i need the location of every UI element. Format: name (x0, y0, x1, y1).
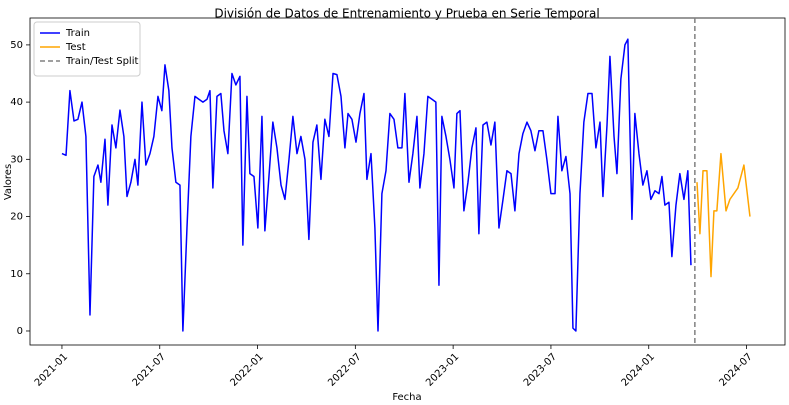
x-tick-label: 2021-01 (33, 351, 70, 388)
legend-label: Test (65, 42, 86, 53)
legend-label: Train (65, 28, 90, 39)
x-tick-label: 2023-07 (522, 351, 559, 388)
legend-label: Train/Test Split (65, 56, 138, 67)
y-tick-label: 30 (10, 154, 23, 165)
series-line (61, 38, 692, 332)
x-tick-label: 2023-01 (424, 351, 461, 388)
x-tick-label: 2021-07 (131, 351, 168, 388)
x-tick-label: 2022-01 (228, 351, 265, 388)
plot-area (29, 17, 786, 346)
y-axis-label: Valores (3, 164, 14, 200)
series-line (696, 152, 751, 278)
legend: Train Test Train/Test Split (33, 21, 141, 77)
y-tick-label: 0 (17, 326, 23, 337)
x-tick-label: 2024-07 (717, 351, 754, 388)
y-tick-label: 10 (10, 269, 23, 280)
y-tick-label: 40 (10, 97, 23, 108)
x-axis-label: Fecha (392, 392, 421, 403)
y-tick-label: 20 (10, 212, 23, 223)
legend-box (33, 21, 141, 77)
x-tick-label: 2022-07 (326, 351, 363, 388)
y-tick-label: 50 (10, 40, 23, 51)
x-tick-label: 2024-01 (620, 351, 657, 388)
chart-title: División de Datos de Entrenamiento y Pru… (214, 7, 599, 21)
